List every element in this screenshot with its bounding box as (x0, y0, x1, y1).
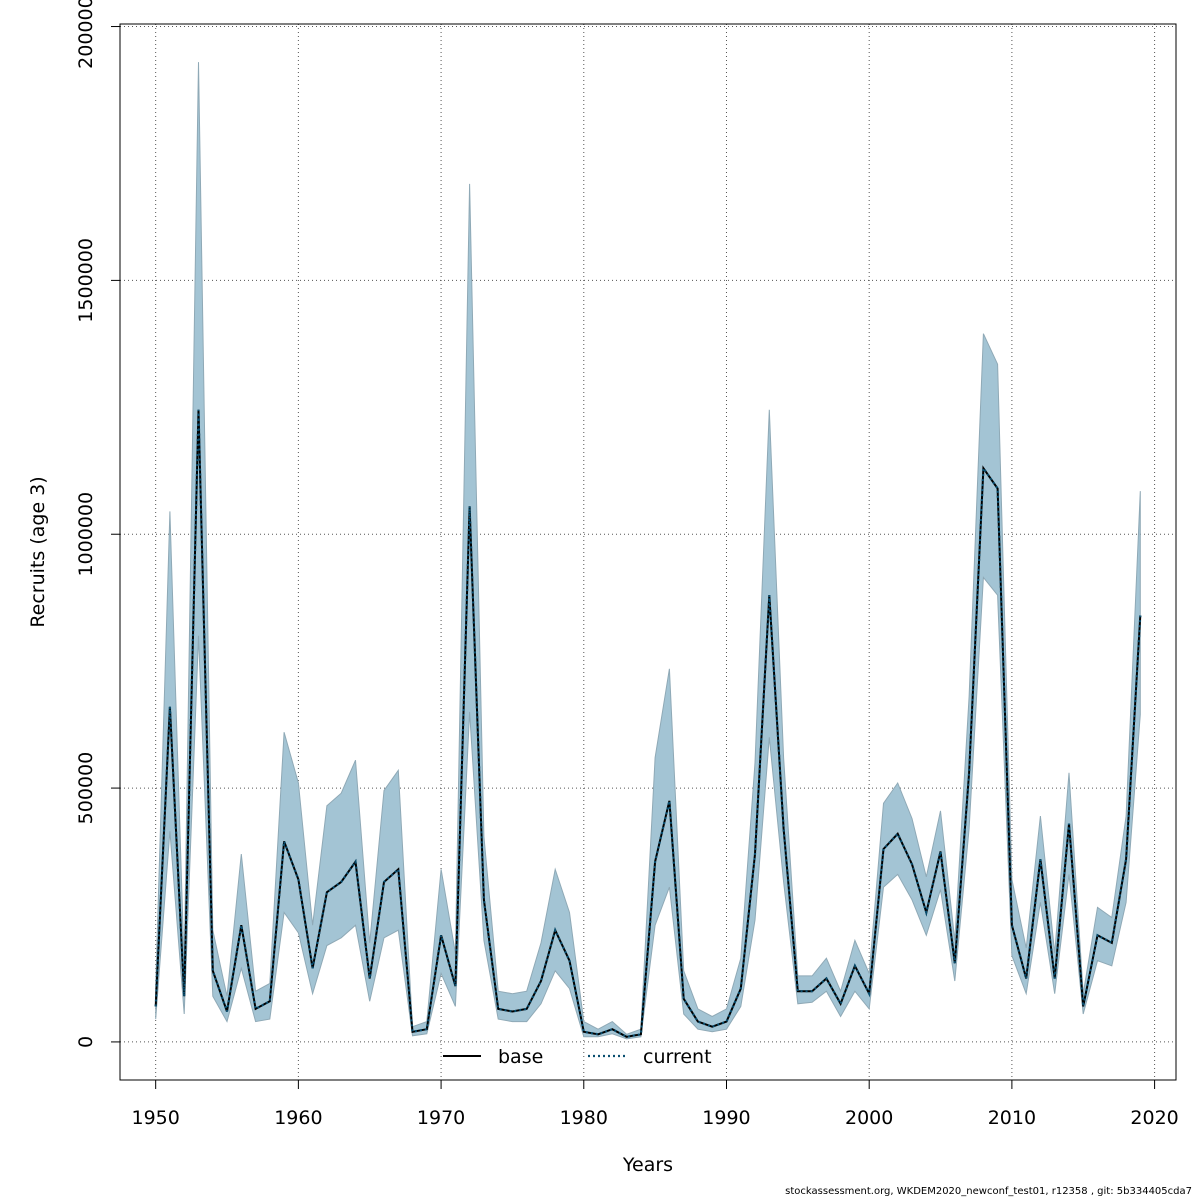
x-tick-label: 2000 (845, 1107, 893, 1129)
x-axis: 1950 1960 1970 1980 1990 2000 2010 2020 (131, 1079, 1179, 1129)
y-axis-title: Recruits (age 3) (27, 476, 49, 627)
x-axis-title: Years (622, 1154, 673, 1176)
x-tick-label: 1990 (702, 1107, 750, 1129)
x-tick-label: 1980 (560, 1107, 608, 1129)
y-tick-label: 0 (75, 1036, 97, 1048)
y-tick-label: 1500000 (75, 238, 97, 323)
y-tick-label: 500000 (75, 752, 97, 825)
grid-lines (120, 24, 1176, 1080)
x-tick-label: 1970 (417, 1107, 465, 1129)
y-tick-label: 1000000 (75, 492, 97, 577)
x-tick-label: 1950 (131, 1107, 179, 1129)
y-tick-label: 2000000 (75, 0, 97, 69)
legend-label-base: base (498, 1046, 543, 1068)
x-tick-label: 1960 (274, 1107, 322, 1129)
x-tick-label: 2020 (1130, 1107, 1178, 1129)
series-line-current (154, 409, 1142, 1038)
legend-label-current: current (643, 1046, 712, 1068)
footer-credit: stockassessment.org, WKDEM2020_newconf_t… (785, 1186, 1192, 1197)
confidence-band (155, 62, 1141, 1040)
legend: base current (443, 1046, 712, 1068)
x-tick-label: 2010 (988, 1107, 1036, 1129)
y-axis: 0 500000 1000000 1500000 2000000 (75, 0, 120, 1048)
